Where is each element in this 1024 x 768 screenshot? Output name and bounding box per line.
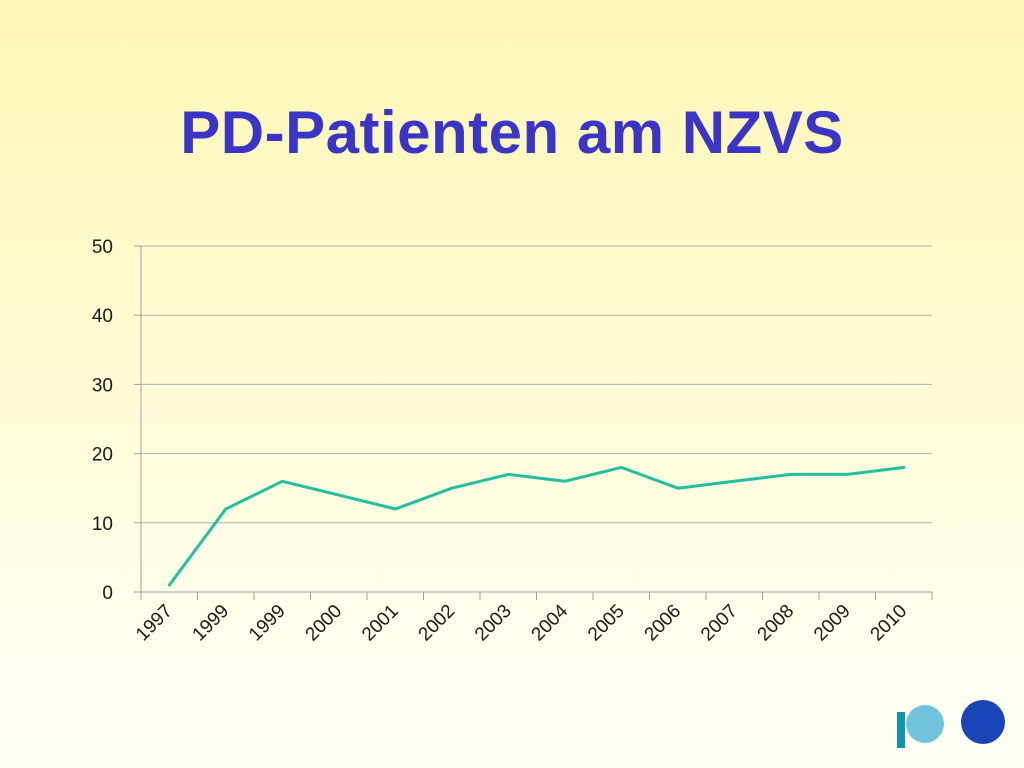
- x-tick-label: 1999: [245, 601, 290, 646]
- x-tick-label: 2006: [641, 601, 686, 646]
- hospital-logo-icon: [897, 700, 1005, 748]
- slide-title: PD-Patienten am NZVS: [180, 99, 844, 166]
- x-tick-label: 2007: [697, 601, 742, 646]
- y-axis-ticks: 0 10 20 30 40 50: [92, 237, 141, 604]
- chart-axes: [140, 246, 932, 593]
- x-tick-label: 2002: [415, 601, 460, 646]
- y-tick-label: 10: [92, 514, 113, 535]
- x-tick-label: 2008: [754, 601, 799, 646]
- x-tick-label: 1999: [189, 601, 234, 646]
- y-tick-label: 0: [102, 583, 113, 604]
- y-tick-label: 40: [92, 306, 113, 327]
- x-tick-label: 2003: [471, 601, 516, 646]
- x-tick-label: 2005: [584, 601, 629, 646]
- x-axis-ticks: 1997 1999 1999 2000 2001 2002 2003 2004 2005 2006…: [132, 592, 933, 646]
- y-tick-label: 20: [92, 445, 113, 466]
- x-tick-label: 1997: [132, 601, 177, 646]
- y-tick-label: 50: [92, 237, 113, 258]
- y-tick-label: 30: [92, 375, 113, 396]
- x-tick-label: 2004: [528, 600, 573, 645]
- chart-gridlines: [141, 245, 932, 524]
- x-tick-label: 2009: [810, 601, 855, 646]
- x-tick-label: 2010: [867, 601, 912, 646]
- x-tick-label: 2001: [358, 601, 403, 646]
- chart-series: [167, 465, 906, 587]
- x-tick-label: 2000: [302, 601, 347, 646]
- series-line: [167, 465, 906, 587]
